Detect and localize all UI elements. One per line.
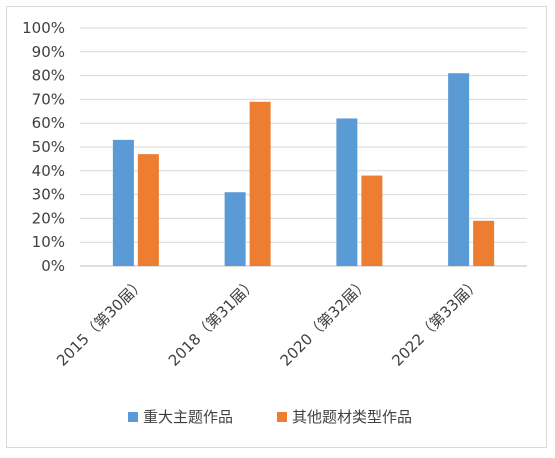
bar-major-theme [224,192,246,266]
bar-other-genres [473,220,495,266]
bar-other-genres [137,154,159,266]
y-tick-label: 0% [41,257,65,275]
y-tick-label: 50% [32,138,65,156]
legend-label: 其他题材类型作品 [292,408,412,426]
y-tick-label: 80% [32,67,65,85]
y-tick-label: 100% [22,19,65,37]
y-tick-label: 10% [32,233,65,251]
bar-major-theme [336,118,358,266]
bar-major-theme [112,139,134,266]
y-tick-label: 30% [32,186,65,204]
category-label: 2022（第33届） [388,274,484,370]
category-label: 2020（第32届） [277,274,373,370]
y-tick-label: 70% [32,90,65,108]
bar-other-genres [361,175,383,266]
y-tick-label: 20% [32,209,65,227]
y-tick-label: 40% [32,162,65,180]
legend-swatch [128,412,138,422]
bar-other-genres [249,101,271,266]
y-tick-label: 90% [32,43,65,61]
category-label: 2015（第30届） [53,274,149,370]
legend-label: 重大主题作品 [143,408,233,426]
legend-swatch [277,412,287,422]
y-tick-label: 60% [32,114,65,132]
category-label: 2018（第31届） [165,274,261,370]
bar-major-theme [448,73,470,266]
